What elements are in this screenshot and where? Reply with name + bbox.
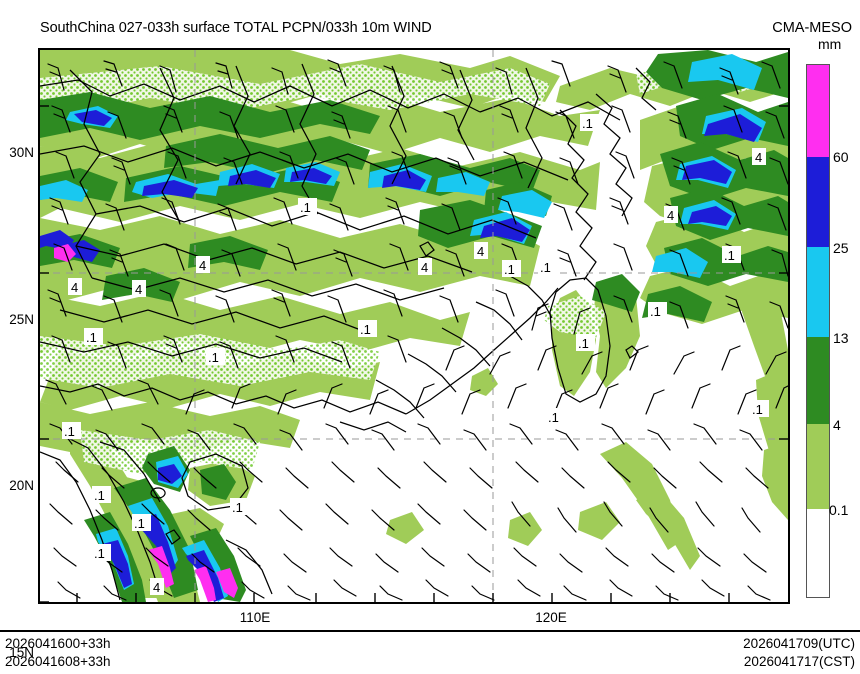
longitude-axis: 110E 120E bbox=[0, 610, 860, 630]
svg-text:4: 4 bbox=[153, 580, 160, 595]
colorbar-tick-25: 25 bbox=[833, 240, 849, 256]
init-time-cst-label: 2026041608+33h bbox=[5, 654, 111, 669]
model-label: CMA-MESO bbox=[772, 20, 852, 36]
colorbar-tick-4: 4 bbox=[833, 417, 841, 433]
init-time-utc-label: 2026041600+33h bbox=[5, 636, 111, 651]
y-tick-label: 30N bbox=[9, 145, 34, 160]
svg-text:.1: .1 bbox=[94, 488, 105, 503]
map-canvas[interactable]: 4 4 4 4 4 4 4 4 .1 .1 .1 .1 .1 .1 .1 .1 bbox=[38, 48, 790, 604]
svg-text:.1: .1 bbox=[86, 330, 97, 345]
valid-time-cst-label: 2026041717(CST) bbox=[743, 654, 855, 669]
svg-text:4: 4 bbox=[477, 244, 484, 259]
colorbar-tick-13: 13 bbox=[833, 330, 849, 346]
colorbar-band-13-25 bbox=[807, 247, 829, 338]
svg-text:.1: .1 bbox=[300, 200, 311, 215]
colorbar-tick-60: 60 bbox=[833, 149, 849, 165]
svg-text:.1: .1 bbox=[134, 516, 145, 531]
latitude-axis: 30N 25N 20N 15N bbox=[0, 48, 34, 660]
gridlines bbox=[40, 50, 788, 602]
y-tick-label: 20N bbox=[9, 478, 34, 493]
svg-text:4: 4 bbox=[71, 280, 78, 295]
y-tick-label: 15N bbox=[9, 645, 34, 660]
svg-text:4: 4 bbox=[421, 260, 428, 275]
colorbar-tick-0.1: 0.1 bbox=[829, 502, 849, 518]
wind-barb-layer bbox=[45, 59, 788, 601]
contour-labels: 4 4 4 4 4 4 4 4 .1 .1 .1 .1 .1 .1 .1 .1 bbox=[62, 114, 769, 595]
map-plot: 4 4 4 4 4 4 4 4 .1 .1 .1 .1 .1 .1 .1 .1 bbox=[40, 50, 788, 602]
svg-text:4: 4 bbox=[135, 282, 142, 297]
valid-time-utc-label: 2026041709(UTC) bbox=[743, 636, 855, 651]
colorbar[interactable] bbox=[806, 64, 830, 598]
precip-shading: 4 4 4 4 4 4 4 4 .1 .1 .1 .1 .1 .1 .1 .1 bbox=[40, 50, 788, 602]
coastline-layer bbox=[40, 63, 657, 601]
svg-text:.1: .1 bbox=[548, 410, 559, 425]
colorbar-band-0.1-4 bbox=[807, 424, 829, 509]
svg-text:.1: .1 bbox=[582, 116, 593, 131]
x-tick-label: 120E bbox=[535, 610, 567, 625]
colorbar-band-0-0.1 bbox=[807, 508, 829, 597]
svg-text:.1: .1 bbox=[540, 260, 551, 275]
colorbar-band-4-13 bbox=[807, 337, 829, 425]
svg-text:.1: .1 bbox=[360, 322, 371, 337]
svg-text:.1: .1 bbox=[578, 336, 589, 351]
svg-text:.1: .1 bbox=[232, 500, 243, 515]
svg-text:.1: .1 bbox=[650, 304, 661, 319]
colorbar-band-25-60 bbox=[807, 156, 829, 248]
colorbar-unit-label: mm bbox=[818, 36, 842, 52]
axis-ticks bbox=[40, 105, 788, 602]
x-tick-label: 110E bbox=[239, 610, 271, 625]
svg-text:.1: .1 bbox=[752, 402, 763, 417]
svg-text:4: 4 bbox=[755, 150, 762, 165]
svg-text:.1: .1 bbox=[94, 546, 105, 561]
svg-text:4: 4 bbox=[199, 258, 206, 273]
svg-text:.1: .1 bbox=[64, 424, 75, 439]
svg-text:4: 4 bbox=[667, 208, 674, 223]
svg-text:.1: .1 bbox=[208, 350, 219, 365]
svg-text:.1: .1 bbox=[724, 248, 735, 263]
footer-divider bbox=[0, 630, 860, 632]
y-tick-label: 25N bbox=[9, 312, 34, 327]
svg-text:.1: .1 bbox=[504, 262, 515, 277]
page-title: SouthChina 027-033h surface TOTAL PCPN/0… bbox=[40, 20, 432, 36]
colorbar-band-gt60 bbox=[807, 65, 829, 157]
